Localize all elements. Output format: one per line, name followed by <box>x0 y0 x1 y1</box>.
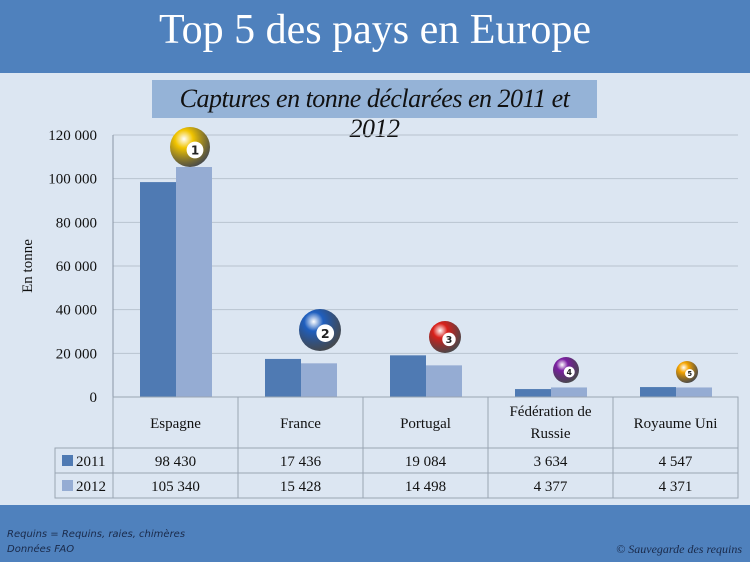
data-label: 14 498 <box>405 479 446 495</box>
category-label: Fédération de <box>509 404 591 420</box>
rank-number: 4 <box>567 368 573 377</box>
bar-2011 <box>515 389 551 397</box>
chart-title: Captures en tonne déclarées en 2011 et 2… <box>179 84 570 143</box>
data-label: 17 436 <box>280 454 322 470</box>
legend-swatch-2012 <box>62 480 73 491</box>
bar-2011 <box>265 358 301 397</box>
data-label: 4 377 <box>534 479 568 495</box>
rank-ball-spot <box>442 332 456 347</box>
category-label: France <box>280 416 321 432</box>
footer: Requins = Requins, raies, chimères Donné… <box>0 505 750 562</box>
bar-2012 <box>301 363 337 397</box>
rank-number: 2 <box>321 326 330 341</box>
copyright: © Sauvegarde des requins <box>616 542 742 556</box>
legend-label: 2011 <box>76 454 105 470</box>
data-label: 4 371 <box>659 479 693 495</box>
bar-2011 <box>390 355 426 397</box>
category-label: Royaume Uni <box>634 416 718 432</box>
legend-swatch-2011 <box>62 455 73 466</box>
data-label: 19 084 <box>405 454 447 470</box>
data-label: 98 430 <box>155 454 196 470</box>
y-tick-label: 120 000 <box>48 128 97 144</box>
rank-number: 5 <box>687 370 692 378</box>
y-tick-label: 100 000 <box>48 172 97 188</box>
bar-2012 <box>426 365 462 397</box>
bar-2011 <box>140 182 176 397</box>
y-tick-label: 40 000 <box>56 303 97 319</box>
data-label: 15 428 <box>280 479 321 495</box>
bar-2012 <box>551 387 587 397</box>
y-tick-label: 0 <box>90 390 98 406</box>
rank-ball-spot <box>563 366 575 378</box>
rank-number: 3 <box>446 335 453 346</box>
legend-label: 2012 <box>76 479 106 495</box>
page-title: Top 5 des pays en Europe <box>158 7 592 53</box>
y-tick-label: 60 000 <box>56 259 97 275</box>
title-banner: Top 5 des pays en Europe <box>0 0 750 73</box>
data-label: 105 340 <box>151 479 200 495</box>
footnote-species: Requins = Requins, raies, chimères <box>7 529 186 540</box>
bar-2012 <box>676 387 712 397</box>
y-axis-label: En tonne <box>20 239 36 293</box>
rank-ball-spot <box>685 369 695 379</box>
data-label: 3 634 <box>534 454 568 470</box>
bar-2011 <box>640 387 676 397</box>
category-label: Espagne <box>150 416 201 432</box>
rank-ball-spot <box>186 141 204 159</box>
y-tick-label: 80 000 <box>56 215 97 231</box>
bar-2012 <box>176 167 212 397</box>
rank-ball-spot <box>316 324 335 342</box>
chart: 0 20 000 40 000 60 000 80 000 100 000 120 000 E… <box>20 127 739 499</box>
footnote-source: Données FAO <box>7 544 75 555</box>
category-label: Portugal <box>400 416 451 432</box>
data-label: 4 547 <box>659 454 693 470</box>
rank-number: 1 <box>191 143 199 157</box>
y-tick-label: 20 000 <box>56 346 97 362</box>
chart-title-box: Captures en tonne déclarées en 2011 et 2… <box>152 80 597 143</box>
category-label: Russie <box>530 426 570 442</box>
